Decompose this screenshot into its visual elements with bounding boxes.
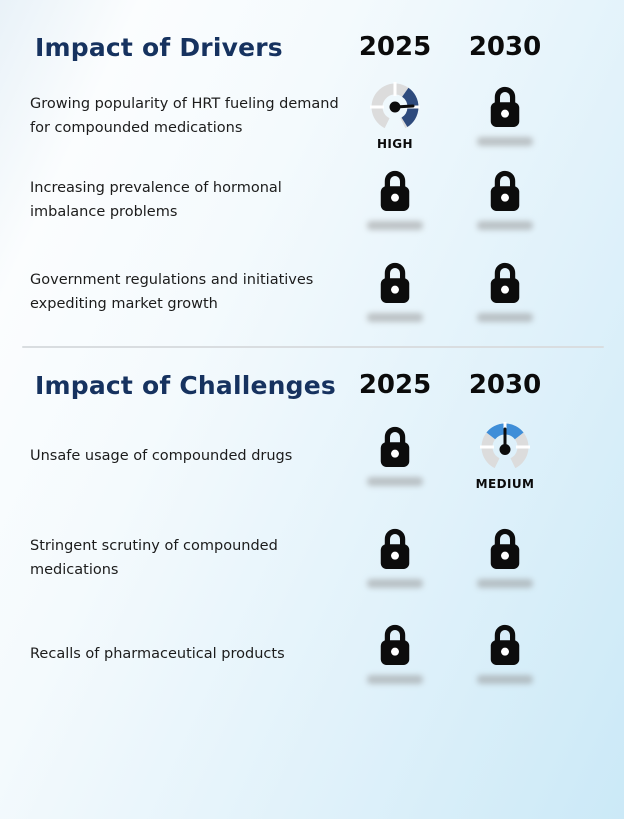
section-title-drivers: Impact of Drivers: [35, 32, 283, 62]
lock-icon: [376, 526, 414, 572]
redacted-text: [367, 313, 423, 322]
year-2025-header: 2025: [358, 32, 432, 62]
drivers-header-row: Impact of Drivers 2025 2030: [0, 24, 624, 70]
impact-2030-cell: [450, 168, 560, 232]
lock-icon: [376, 260, 414, 306]
drivers-section: Impact of Drivers 2025 2030 Growing popu…: [0, 24, 624, 334]
year-2030-header: 2030: [468, 370, 542, 400]
table-row: Increasing prevalence of hormonal imbala…: [0, 158, 624, 242]
redacted-text: [367, 675, 423, 684]
impact-2025-cell: [340, 622, 450, 686]
row-label: Government regulations and initiatives e…: [30, 272, 314, 312]
redacted-text: [477, 675, 533, 684]
section-title-challenges: Impact of Challenges: [35, 370, 336, 400]
redacted-text: [477, 313, 533, 322]
year-2030-header: 2030: [468, 32, 542, 62]
lock-icon: [486, 526, 524, 572]
section-divider: [22, 346, 604, 348]
redacted-text: [367, 579, 423, 588]
redacted-text: [477, 221, 533, 230]
table-row: Unsafe usage of compounded drugs: [0, 414, 624, 498]
redacted-text: [367, 477, 423, 486]
impact-2025-cell: [340, 526, 450, 590]
row-label: Recalls of pharmaceutical products: [30, 646, 285, 662]
table-row: Government regulations and initiatives e…: [0, 250, 624, 334]
gauge-high-icon: [369, 81, 421, 133]
lock-icon: [376, 622, 414, 668]
impact-2030-cell: MEDIUM: [450, 421, 560, 491]
lock-icon: [376, 424, 414, 470]
lock-icon: [376, 168, 414, 214]
challenges-header-row: Impact of Challenges 2025 2030: [0, 362, 624, 408]
gauge-medium-icon: [479, 421, 531, 473]
redacted-text: [477, 579, 533, 588]
row-label: Stringent scrutiny of compounded medicat…: [30, 538, 278, 578]
impact-level-label: HIGH: [376, 136, 413, 151]
row-label: Unsafe usage of compounded drugs: [30, 448, 293, 464]
impact-level-label: MEDIUM: [475, 476, 535, 491]
challenges-section: Impact of Challenges 2025 2030 Unsafe us…: [0, 362, 624, 696]
impact-2025-cell: [340, 424, 450, 488]
table-row: Recalls of pharmaceutical products: [0, 612, 624, 696]
year-2025-header: 2025: [358, 370, 432, 400]
redacted-text: [367, 221, 423, 230]
impact-2030-cell: [450, 260, 560, 324]
redacted-text: [477, 137, 533, 146]
impact-2030-cell: [450, 622, 560, 686]
impact-2030-cell: [450, 526, 560, 590]
lock-icon: [486, 260, 524, 306]
table-row: Growing popularity of HRT fueling demand…: [0, 74, 624, 158]
row-label: Growing popularity of HRT fueling demand…: [30, 96, 339, 136]
impact-2025-cell: [340, 260, 450, 324]
impact-2030-cell: [450, 84, 560, 148]
table-row: Stringent scrutiny of compounded medicat…: [0, 516, 624, 600]
lock-icon: [486, 84, 524, 130]
row-label: Increasing prevalence of hormonal imbala…: [30, 180, 282, 220]
impact-2025-cell: HIGH: [340, 81, 450, 151]
lock-icon: [486, 168, 524, 214]
impact-2025-cell: [340, 168, 450, 232]
lock-icon: [486, 622, 524, 668]
